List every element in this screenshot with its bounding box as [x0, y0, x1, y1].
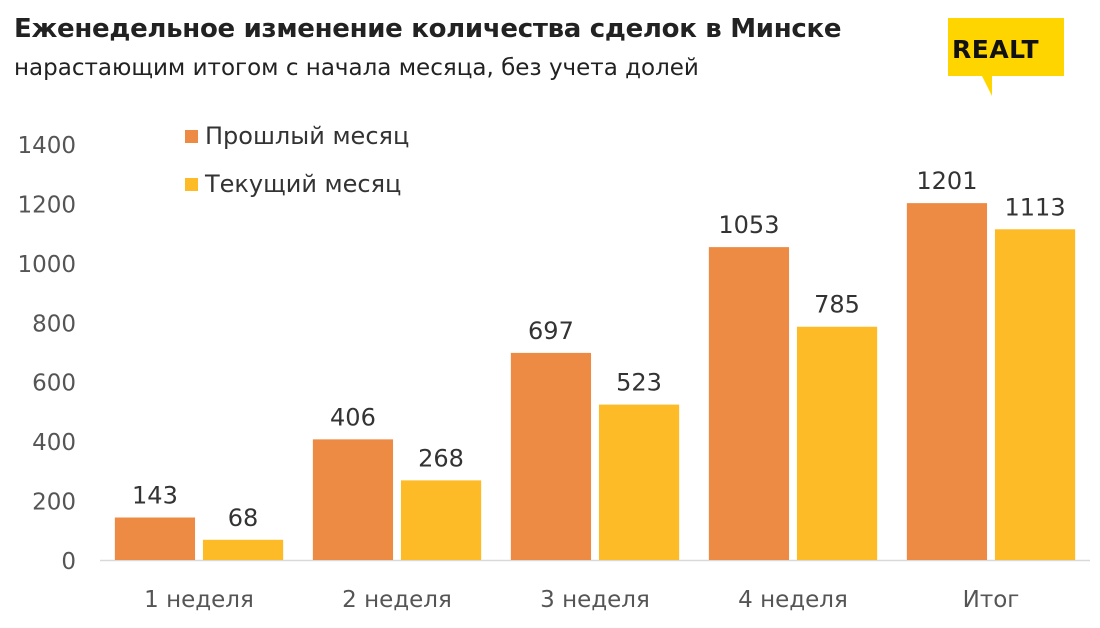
data-label: 268 — [418, 444, 464, 472]
data-label: 523 — [616, 369, 662, 397]
y-tick-label: 1200 — [17, 192, 76, 218]
bar-current — [400, 480, 482, 560]
bar-previous — [312, 439, 394, 560]
data-label: 697 — [528, 317, 574, 345]
y-tick-label: 1400 — [17, 133, 76, 159]
y-tick-label: 1000 — [17, 252, 76, 278]
y-tick-label: 400 — [32, 430, 76, 456]
legend-label-current: Текущий месяц — [205, 170, 402, 198]
y-tick-label: 800 — [32, 311, 76, 337]
y-tick-label: 200 — [32, 490, 76, 516]
bar-previous — [906, 203, 988, 561]
legend-swatch-current — [185, 177, 198, 191]
legend-item-previous: Прошлый месяц — [185, 112, 409, 160]
data-label: 1113 — [1005, 193, 1066, 221]
bar-current — [202, 539, 284, 560]
bar-current — [796, 326, 878, 560]
x-tick-label: 4 неделя — [738, 587, 848, 613]
y-tick-label: 600 — [32, 371, 76, 397]
legend-item-current: Текущий месяц — [185, 160, 409, 208]
bar-previous — [510, 352, 592, 560]
x-tick-label: 1 неделя — [144, 587, 254, 613]
data-label: 1053 — [718, 211, 779, 239]
legend: Прошлый месяц Текущий месяц — [185, 112, 409, 208]
data-label: 406 — [330, 403, 376, 431]
bar-current — [994, 229, 1076, 560]
realt-logo: REALT — [948, 18, 1064, 96]
data-label: 785 — [814, 291, 860, 319]
bar-previous — [708, 247, 790, 560]
legend-label-previous: Прошлый месяц — [205, 122, 410, 150]
bar-previous — [114, 517, 196, 560]
legend-swatch-previous — [185, 129, 198, 143]
x-tick-label: 2 неделя — [342, 587, 452, 613]
chart-subtitle: нарастающим итогом с начала месяца, без … — [14, 55, 699, 81]
x-tick-label: 3 неделя — [540, 587, 650, 613]
data-label: 1201 — [916, 167, 977, 195]
data-label: 68 — [228, 504, 259, 532]
chart-title: Еженедельное изменение количества сделок… — [14, 14, 842, 44]
x-tick-label: Итог — [963, 587, 1020, 613]
y-tick-label: 0 — [61, 549, 76, 575]
data-label: 143 — [132, 482, 178, 510]
logo-shape — [948, 18, 1064, 96]
bar-current — [598, 404, 680, 560]
svg-text:REALT: REALT — [952, 35, 1039, 64]
